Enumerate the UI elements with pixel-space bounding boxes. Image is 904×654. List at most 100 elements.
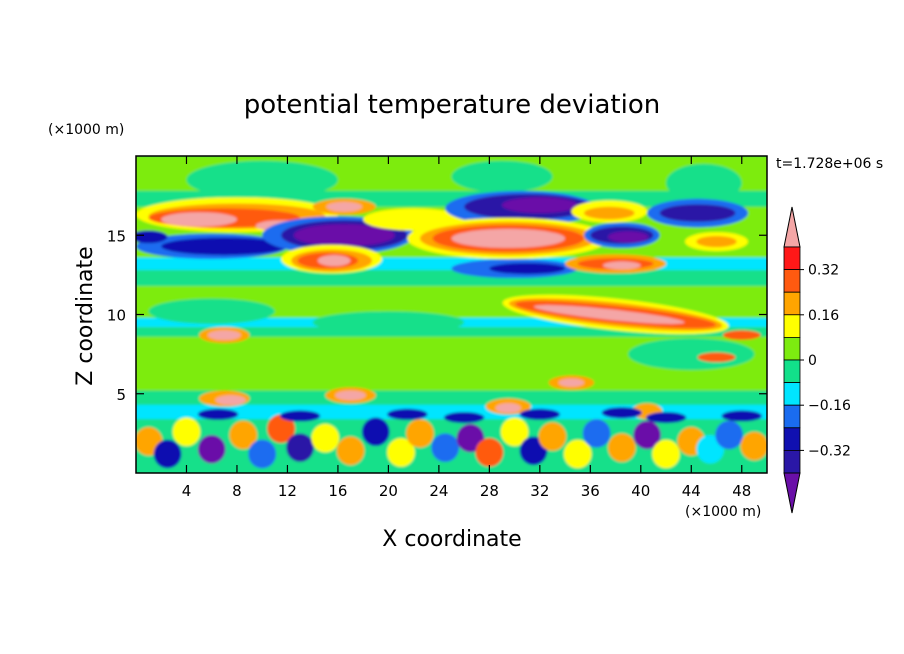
contour-cell: [451, 160, 553, 193]
contour-cell: [666, 163, 742, 202]
contour-cell: [697, 352, 736, 363]
x-tick-label: 4: [182, 482, 192, 500]
contour-cell: [451, 228, 566, 248]
contour-cell: [326, 201, 362, 212]
x-tick-label: 36: [581, 482, 600, 500]
contour-cell: [533, 305, 685, 324]
contour-cell: [584, 206, 635, 220]
contour-cell: [538, 422, 567, 451]
contour-cell: [501, 197, 578, 214]
contour-cell: [519, 408, 561, 420]
x-tick-label: 32: [530, 482, 549, 500]
x-ticks: 4 8 12 16 20 24 28 32 36 40 44 48: [182, 156, 751, 500]
contour-cell: [293, 224, 395, 247]
contour-cell: [311, 423, 340, 453]
contour-cell: [558, 378, 585, 387]
colorbar-label: −0.32: [808, 443, 851, 459]
colorbar-segment: [783, 359, 801, 384]
contour-field: [136, 156, 767, 473]
contour-cell: [248, 439, 277, 469]
colorbar-segment: [783, 404, 801, 429]
contour-cell: [172, 417, 201, 447]
colorbar-label: 0.32: [808, 263, 839, 279]
contour-cell: [279, 410, 321, 422]
y-axis-label: Z coordinate: [73, 246, 98, 385]
x-tick-label: 48: [732, 482, 751, 500]
contour-cell: [475, 438, 504, 467]
contour-cell: [740, 431, 767, 461]
contour-cell: [317, 255, 351, 267]
colorbar-segment: [783, 269, 801, 293]
contour-cell: [286, 433, 314, 462]
colorbar-segment: [783, 336, 801, 361]
contour-cell: [633, 420, 661, 450]
x-tick-label: 8: [232, 482, 242, 500]
contour-cell: [443, 411, 485, 424]
y-tick-label: 5: [116, 386, 126, 404]
contour-cell: [215, 395, 246, 405]
colorbar: 0.32 0.16 0 −0.16 −0.32: [783, 206, 851, 514]
time-label: t=1.728e+06 s: [776, 156, 883, 172]
contour-cell: [601, 407, 643, 419]
contour-cell: [495, 403, 521, 413]
x-unit-label: (×1000 m): [685, 504, 761, 520]
contour-cell: [197, 408, 239, 420]
colorbar-segment: [783, 314, 801, 338]
colorbar-label: −0.16: [808, 398, 851, 414]
x-tick-label: 16: [328, 482, 347, 500]
colorbar-segment: [783, 449, 801, 474]
contour-cell: [645, 411, 687, 424]
contour-cell: [607, 433, 636, 462]
contour-cell: [721, 410, 762, 422]
contour-cell: [500, 417, 529, 447]
field-band: [136, 327, 767, 337]
colorbar-segment: [783, 427, 801, 451]
contour-cell: [387, 408, 428, 420]
x-tick-label: 40: [631, 482, 650, 500]
field-band: [136, 390, 767, 407]
colorbar-bottom-arrow: [783, 472, 801, 514]
x-axis-label: X coordinate: [382, 527, 521, 552]
x-tick-label: 28: [480, 482, 499, 500]
contour-cell: [489, 262, 566, 275]
y-unit-label: (×1000 m): [48, 122, 124, 138]
contour-cell: [563, 439, 592, 469]
contour-cell: [361, 417, 390, 447]
colorbar-segment: [783, 246, 801, 271]
y-ticks: 5 10 15: [107, 227, 767, 404]
contour-cell: [602, 261, 641, 270]
contour-cell: [197, 434, 226, 464]
contour-cell: [153, 439, 182, 469]
y-tick-label: 10: [107, 307, 126, 325]
x-tick-label: 24: [429, 482, 448, 500]
contour-cell: [722, 330, 761, 340]
contour-cell: [431, 433, 460, 462]
field-band: [136, 257, 767, 271]
contour-cell: [148, 298, 275, 325]
colorbar-label: 0.16: [808, 308, 839, 324]
contour-cell: [406, 419, 434, 448]
contour-cell: [267, 414, 296, 443]
contour-cell: [652, 439, 680, 469]
colorbar-label: 0: [808, 353, 817, 369]
contour-cell: [582, 419, 611, 448]
contour-cell: [312, 311, 465, 334]
field-band: [136, 270, 767, 286]
contour-cell: [715, 420, 744, 450]
contour-cell: [161, 212, 237, 227]
contour-cell: [628, 338, 755, 370]
y-tick-label: 15: [107, 227, 126, 245]
contour-cell: [659, 204, 736, 222]
x-tick-label: 44: [682, 482, 701, 500]
colorbar-top-arrow: [783, 206, 801, 248]
contour-cell: [696, 236, 737, 248]
colorbar-segment: [783, 291, 801, 316]
contour-cell: [186, 160, 338, 199]
contour-cell: [136, 230, 168, 244]
x-tick-label: 12: [278, 482, 297, 500]
contour-cell: [607, 231, 649, 243]
contour-cell: [336, 436, 365, 466]
contour-cell: [207, 330, 241, 340]
contour-cell: [161, 237, 288, 256]
